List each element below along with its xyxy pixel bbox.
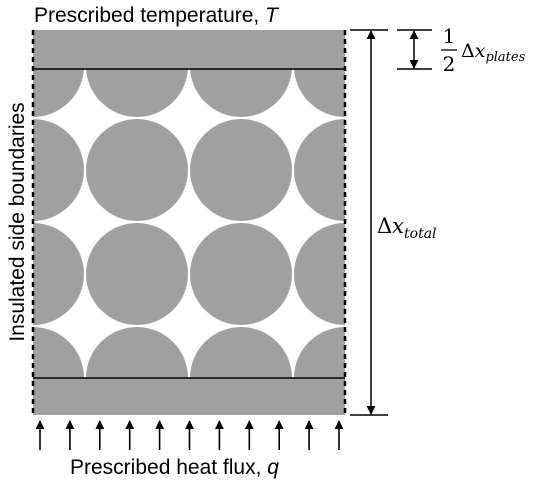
particle	[190, 223, 292, 325]
particle	[294, 327, 345, 415]
particle	[294, 30, 345, 117]
particle	[33, 30, 84, 117]
particle	[190, 327, 292, 415]
prescribed-heat-flux-label: Prescribed heat flux, q	[70, 456, 279, 479]
bottom-plate	[33, 378, 345, 415]
particle	[294, 119, 345, 221]
particle	[86, 30, 188, 117]
delta-x-plates-label: Δxplates	[461, 40, 526, 65]
particle	[86, 327, 188, 415]
insulated-side-boundaries-label: Insulated side boundaries	[6, 102, 29, 341]
particle	[86, 119, 188, 221]
particle	[190, 30, 292, 117]
particle	[294, 223, 345, 325]
particle	[33, 327, 84, 415]
heat-flux-arrows	[35, 420, 344, 450]
prescribed-temperature-label: Prescribed temperature, T	[34, 4, 280, 27]
one-half-denominator: 2	[443, 52, 456, 76]
one-half-numerator: 1	[443, 24, 456, 48]
particle	[86, 223, 188, 325]
particle	[33, 223, 84, 325]
delta-x-total-label: Δxtotal	[377, 214, 437, 242]
particle	[190, 119, 292, 221]
particle-bed	[33, 30, 345, 415]
particle	[33, 119, 84, 221]
top-plate	[33, 30, 345, 69]
